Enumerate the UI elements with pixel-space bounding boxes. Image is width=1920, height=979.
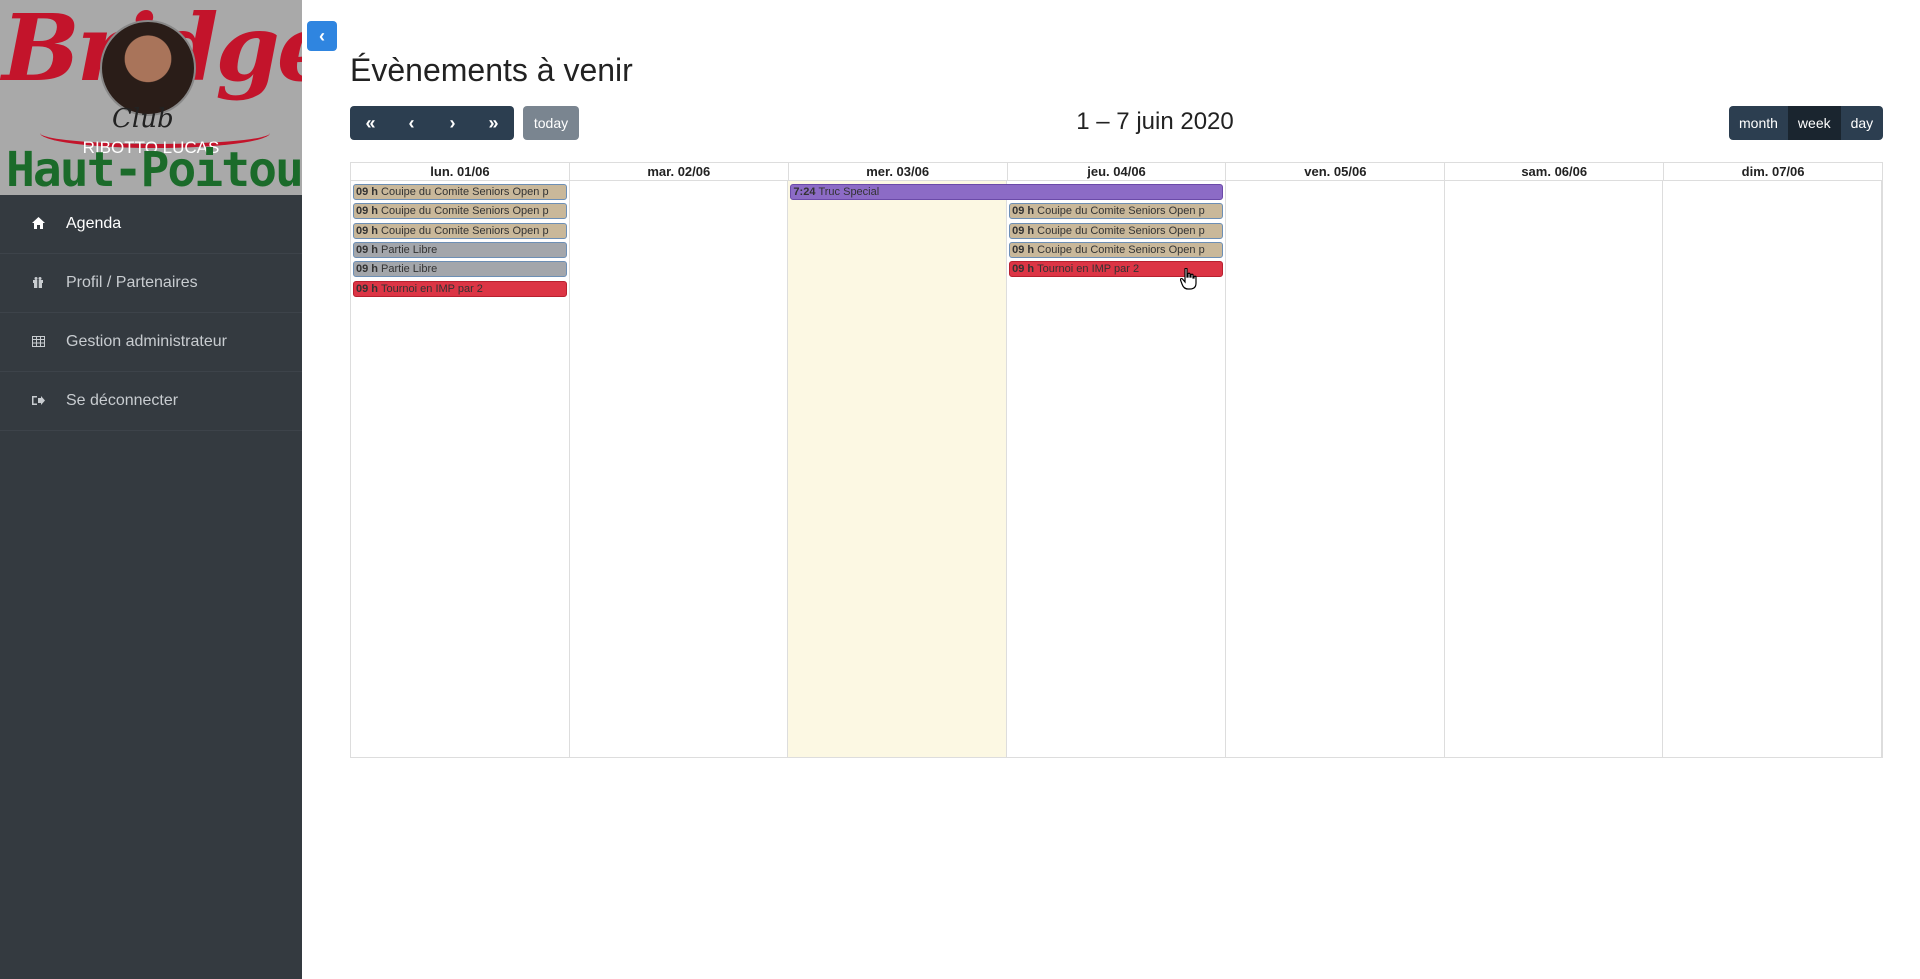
avatar <box>100 20 196 116</box>
day-header: sam. 06/06 <box>1445 163 1665 180</box>
sidebar-item-gestion[interactable]: Gestion administrateur <box>0 313 302 372</box>
logout-icon <box>30 394 46 409</box>
event-time: 09 h <box>1012 263 1035 276</box>
day-column[interactable] <box>1226 181 1445 757</box>
calendar-event[interactable]: 09 h Couipe du Comite Seniors Open p <box>1009 222 1223 239</box>
view-week-button[interactable]: week <box>1787 106 1841 140</box>
day-header: lun. 01/06 <box>351 163 570 180</box>
sidebar-item-label: Gestion administrateur <box>66 333 227 350</box>
calendar-event[interactable]: 09 h Partie Libre <box>353 241 567 258</box>
day-column[interactable] <box>1445 181 1664 757</box>
sidebar-item-profil[interactable]: Profil / Partenaires <box>0 254 302 313</box>
day-column[interactable] <box>570 181 789 757</box>
view-switcher: month week day <box>1729 106 1884 140</box>
event-time: 7:24 <box>793 186 816 198</box>
view-day-button[interactable]: day <box>1850 115 1874 131</box>
home-icon <box>30 216 46 232</box>
event-time: 09 h <box>356 224 379 237</box>
today-button[interactable]: today <box>523 106 579 140</box>
event-title: Couipe du Comite Seniors Open p <box>381 186 549 198</box>
double-chevron-left-icon: « <box>365 112 376 133</box>
day-header: mar. 02/06 <box>570 163 789 180</box>
day-header: jeu. 04/06 <box>1008 163 1227 180</box>
calendar-event[interactable]: 09 h Tournoi en IMP par 2 <box>1009 261 1223 278</box>
prev-button[interactable]: ‹ <box>391 106 432 140</box>
calendar-event[interactable]: 09 h Tournoi en IMP par 2 <box>353 280 567 297</box>
sidebar-item-label: Profil / Partenaires <box>66 274 198 291</box>
calendar-nav-group: « ‹ › » <box>350 106 514 140</box>
calendar-event[interactable]: 09 h Couipe du Comite Seniors Open p <box>353 184 567 200</box>
club-banner: Bridge Club RIBOTTO LUCAS Haut-Poitou <box>0 0 302 195</box>
user-name: RIBOTTO LUCAS <box>82 138 220 157</box>
sidebar-item-logout[interactable]: Se déconnecter <box>0 372 302 431</box>
event-title: Couipe du Comite Seniors Open p <box>1037 205 1205 218</box>
chevron-left-icon: ‹ <box>408 112 415 133</box>
next-year-button[interactable]: » <box>473 106 514 140</box>
sidebar-nav: Agenda Profil / Partenaires Gestion admi… <box>0 195 302 431</box>
event-time: 09 h <box>1012 205 1035 218</box>
event-time: 09 h <box>1012 224 1035 237</box>
event-time: 09 h <box>356 263 379 276</box>
brand-region-text: Haut-Poitou <box>6 142 302 195</box>
sidebar-item-label: Se déconnecter <box>66 392 179 409</box>
double-chevron-right-icon: » <box>488 112 499 133</box>
week-calendar: lun. 01/06 mar. 02/06 mer. 03/06 jeu. 04… <box>350 162 1883 758</box>
sidebar: Bridge Club RIBOTTO LUCAS Haut-Poitou Ag… <box>0 0 302 979</box>
event-title: Couipe du Comite Seniors Open p <box>1037 243 1205 256</box>
event-title: Couipe du Comite Seniors Open p <box>381 205 549 218</box>
day-column[interactable] <box>1007 181 1226 757</box>
event-title: Tournoi en IMP par 2 <box>1037 263 1140 276</box>
prev-year-button[interactable]: « <box>350 106 391 140</box>
sidebar-item-label: Agenda <box>66 215 122 232</box>
page-title: Évènements à venir <box>350 52 633 88</box>
event-title: Tournoi en IMP par 2 <box>381 282 483 295</box>
hand-cursor-icon <box>1180 268 1197 290</box>
chevron-left-icon: ‹ <box>319 25 325 46</box>
chevron-right-icon: › <box>449 112 456 133</box>
day-header: ven. 05/06 <box>1226 163 1446 180</box>
day-header: dim. 07/06 <box>1741 164 1805 179</box>
brand-club-text: Club <box>112 104 174 134</box>
event-time: 09 h <box>356 282 379 295</box>
calendar-event[interactable]: 09 h Couipe du Comite Seniors Open p <box>353 203 567 220</box>
next-button[interactable]: › <box>432 106 473 140</box>
day-header: mer. 03/06 <box>789 163 1008 180</box>
event-time: 09 h <box>356 186 379 198</box>
event-time: 09 h <box>1012 243 1035 256</box>
event-title: Truc Special <box>818 186 880 198</box>
calendar-event[interactable]: 7:24 Truc Special <box>790 184 1223 200</box>
table-icon <box>30 335 46 350</box>
sidebar-toggle-button[interactable]: ‹ <box>307 21 337 51</box>
calendar-event[interactable]: 09 h Couipe du Comite Seniors Open p <box>1009 203 1223 220</box>
calendar-header: lun. 01/06 mar. 02/06 mer. 03/06 jeu. 04… <box>351 163 1882 181</box>
brand-swoosh <box>40 118 270 148</box>
gift-icon <box>30 276 46 291</box>
event-title: Couipe du Comite Seniors Open p <box>1037 224 1205 237</box>
day-column[interactable] <box>1663 181 1883 757</box>
calendar-event[interactable]: 09 h Couipe du Comite Seniors Open p <box>353 222 567 239</box>
event-time: 09 h <box>356 243 379 256</box>
event-title: Couipe du Comite Seniors Open p <box>381 224 549 237</box>
day-column[interactable] <box>351 181 570 757</box>
event-time: 09 h <box>356 205 379 218</box>
view-month-button[interactable]: month <box>1739 115 1778 131</box>
date-range-title: 1 – 7 juin 2020 <box>1076 108 1234 135</box>
sidebar-item-agenda[interactable]: Agenda <box>0 195 302 254</box>
event-title: Partie Libre <box>381 243 438 256</box>
calendar-event[interactable]: 09 h Couipe du Comite Seniors Open p <box>1009 241 1223 258</box>
calendar-event[interactable]: 09 h Partie Libre <box>353 261 567 278</box>
event-title: Partie Libre <box>381 263 438 276</box>
day-column[interactable] <box>788 181 1008 757</box>
